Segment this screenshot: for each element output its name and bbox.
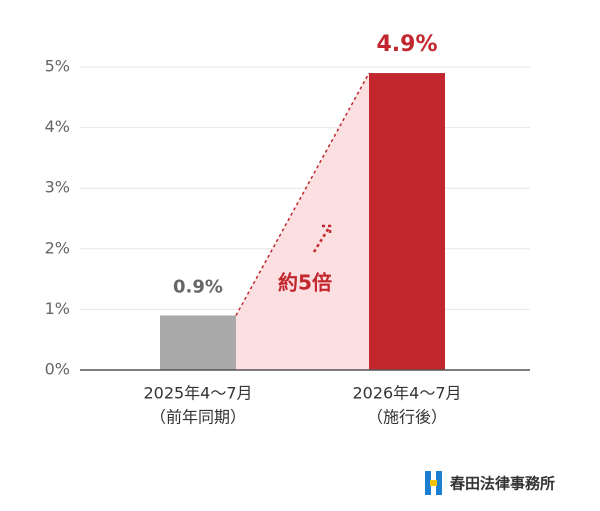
y-tick-label: 1%: [45, 299, 70, 318]
x-tick-label: （施行後）: [367, 408, 447, 427]
x-tick-label: （前年同期）: [150, 408, 246, 427]
bar: [369, 73, 445, 370]
logo-bar: [436, 471, 442, 495]
logo-bar: [430, 480, 437, 486]
logo-text: 春田法律事務所: [450, 475, 555, 493]
bar: [160, 315, 236, 370]
annotation: 約5倍: [278, 271, 332, 295]
y-tick-label: 4%: [45, 117, 70, 136]
value-label: 4.9%: [376, 32, 437, 57]
y-tick-label: 3%: [45, 178, 70, 197]
value-label: 0.9%: [173, 276, 223, 297]
x-tick-label: 2025年4～7月: [143, 384, 252, 403]
logo: [425, 471, 442, 495]
growth-line: [235, 72, 370, 316]
growth-area: [236, 73, 369, 370]
y-tick-label: 2%: [45, 238, 70, 257]
logo-bar: [425, 471, 431, 495]
y-tick-label: 0%: [45, 360, 70, 379]
growth-arrow: [312, 224, 332, 253]
y-tick-label: 5%: [45, 57, 70, 76]
x-tick-label: 2026年4～7月: [352, 384, 461, 403]
